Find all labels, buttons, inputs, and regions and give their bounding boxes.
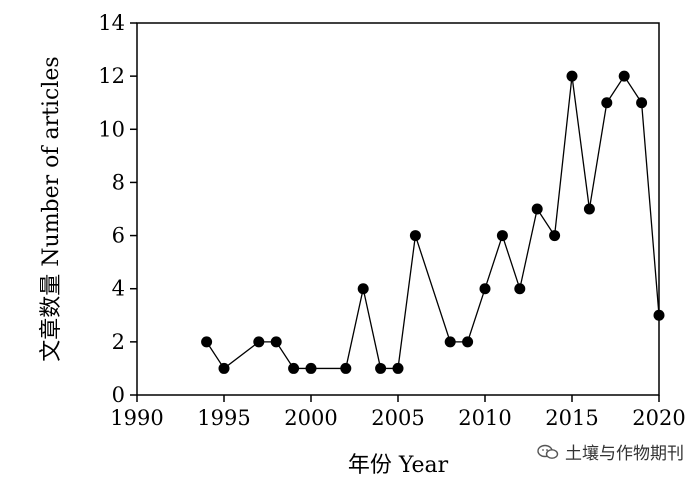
x-axis: 1990 1995 2000 2005 2010 2015 2020 bbox=[110, 395, 686, 430]
y-axis-title: 文章数量 Number of articles bbox=[39, 56, 64, 361]
y-tick-label: 4 bbox=[112, 277, 125, 301]
series bbox=[201, 70, 665, 374]
series-line bbox=[206, 74, 660, 370]
data-point bbox=[583, 203, 595, 215]
y-tick-label: 6 bbox=[112, 224, 125, 248]
data-point bbox=[375, 362, 387, 374]
wechat-icon bbox=[537, 444, 559, 459]
data-point bbox=[340, 362, 352, 374]
watermark: 土壤与作物期刊 bbox=[537, 439, 684, 464]
data-point bbox=[218, 362, 230, 374]
data-point bbox=[636, 97, 648, 109]
x-axis-title: 年份 Year bbox=[348, 453, 449, 478]
y-tick-label: 12 bbox=[98, 64, 125, 88]
data-point bbox=[409, 230, 421, 242]
x-tick-label: 1990 bbox=[110, 406, 163, 430]
x-tick-label: 1995 bbox=[197, 406, 250, 430]
y-axis: 0 2 4 6 8 10 12 14 bbox=[98, 11, 137, 407]
y-tick-label: 2 bbox=[112, 330, 125, 354]
x-tick-label: 2005 bbox=[371, 406, 424, 430]
plot-frame bbox=[136, 22, 660, 396]
data-point bbox=[531, 203, 543, 215]
x-tick-label: 2015 bbox=[545, 406, 598, 430]
x-tick-label: 2000 bbox=[284, 406, 337, 430]
data-point bbox=[392, 362, 404, 374]
data-point bbox=[201, 336, 213, 348]
data-point bbox=[288, 362, 300, 374]
data-point bbox=[601, 97, 613, 109]
data-point bbox=[653, 309, 665, 321]
data-point bbox=[253, 336, 265, 348]
data-point bbox=[549, 230, 561, 242]
y-tick-label: 0 bbox=[112, 383, 125, 407]
x-tick-label: 2010 bbox=[458, 406, 511, 430]
data-point bbox=[479, 283, 491, 295]
data-point bbox=[305, 362, 317, 374]
y-tick-label: 10 bbox=[98, 117, 125, 141]
y-tick-label: 8 bbox=[112, 170, 125, 194]
x-tick-label: 2020 bbox=[632, 406, 685, 430]
data-point bbox=[496, 230, 508, 242]
y-tick-label: 14 bbox=[98, 11, 125, 35]
data-point bbox=[566, 70, 578, 82]
data-point bbox=[514, 283, 526, 295]
watermark-text: 土壤与作物期刊 bbox=[565, 444, 684, 464]
data-point bbox=[462, 336, 474, 348]
data-point bbox=[618, 70, 630, 82]
data-point bbox=[357, 283, 369, 295]
data-point bbox=[270, 336, 282, 348]
data-point bbox=[444, 336, 456, 348]
